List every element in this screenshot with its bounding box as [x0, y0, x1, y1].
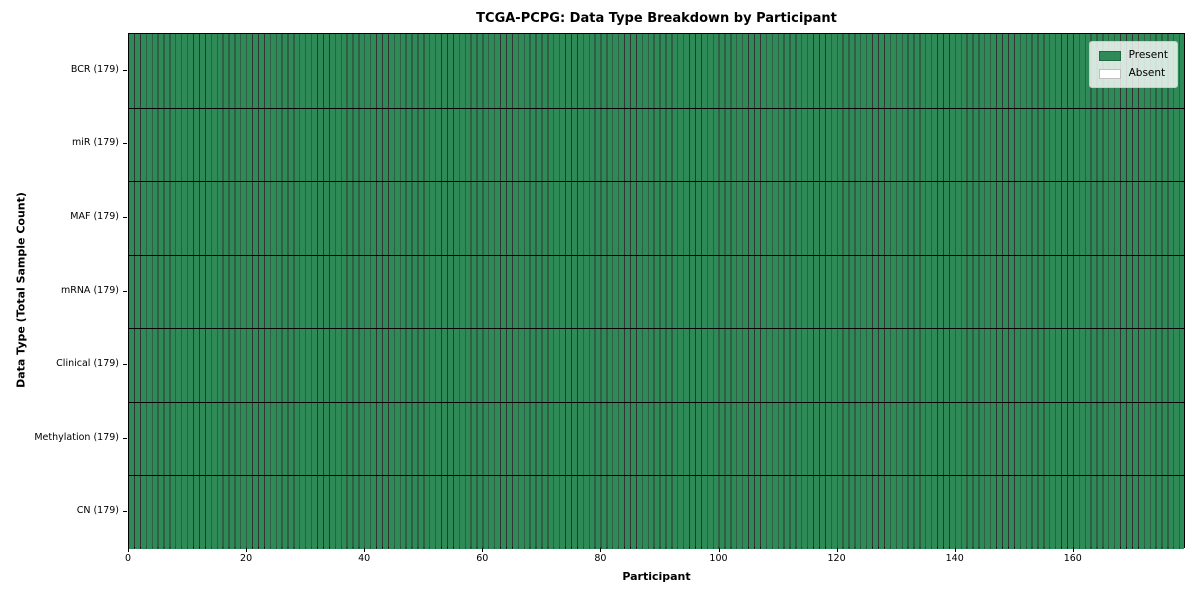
y-tick-label-MAF: MAF (179)	[70, 210, 119, 222]
legend-label-absent: Absent	[1128, 67, 1166, 79]
x-tick-mark	[128, 548, 129, 552]
y-tick-label-BCR: BCR (179)	[70, 63, 119, 75]
x-tick-mark	[1072, 548, 1074, 552]
legend: Present Absent	[1088, 41, 1178, 88]
x-tick-label: 60	[476, 553, 489, 564]
heatmap-row-mRNA	[129, 254, 1184, 329]
y-tick-mark	[123, 216, 127, 218]
heatmap-row-MAF	[129, 181, 1184, 255]
heatmap-row-CN	[129, 475, 1184, 549]
x-tick-mark	[718, 548, 720, 552]
x-tick-mark	[954, 548, 956, 552]
x-tick-label: 140	[945, 553, 964, 564]
y-tick-mark	[123, 364, 127, 366]
y-tick-mark	[123, 69, 127, 71]
y-tick-label-CN: CN (179)	[76, 505, 119, 517]
legend-entry-absent: Absent	[1098, 66, 1168, 81]
heatmap-row-miR	[129, 107, 1184, 182]
absent-swatch-icon	[1098, 68, 1121, 79]
y-tick-label-mRNA: mRNA (179)	[60, 284, 119, 296]
x-tick-mark	[246, 548, 248, 552]
x-tick-label: 80	[594, 553, 607, 564]
heatmap-row-BCR	[129, 34, 1184, 108]
y-tick-label-Methylation: Methylation (179)	[34, 431, 119, 443]
y-tick-mark	[123, 437, 127, 439]
plot-area: Present Absent	[128, 33, 1185, 549]
x-tick-mark	[364, 548, 366, 552]
y-tick-mark	[123, 143, 127, 145]
x-axis-title: Participant	[622, 570, 691, 583]
x-tick-label: 40	[358, 553, 371, 564]
x-tick-mark	[482, 548, 484, 552]
chart-title: TCGA-PCPG: Data Type Breakdown by Partic…	[476, 11, 837, 26]
heatmap-row-Clinical	[129, 328, 1184, 402]
x-tick-label: 120	[827, 553, 846, 564]
y-tick-label-Clinical: Clinical (179)	[56, 358, 119, 370]
legend-entry-present: Present	[1098, 48, 1168, 63]
present-swatch-icon	[1098, 50, 1121, 61]
x-tick-mark	[600, 548, 602, 552]
heatmap-row-Methylation	[129, 401, 1184, 476]
y-tick-mark	[123, 511, 127, 513]
x-tick-label: 100	[709, 553, 728, 564]
y-tick-mark	[123, 290, 127, 292]
x-tick-label: 20	[240, 553, 253, 564]
x-tick-label: 0	[124, 553, 132, 564]
y-tick-label-miR: miR (179)	[71, 137, 119, 149]
x-tick-mark	[836, 548, 838, 552]
x-tick-label: 160	[1063, 553, 1082, 564]
legend-label-present: Present	[1128, 49, 1168, 61]
